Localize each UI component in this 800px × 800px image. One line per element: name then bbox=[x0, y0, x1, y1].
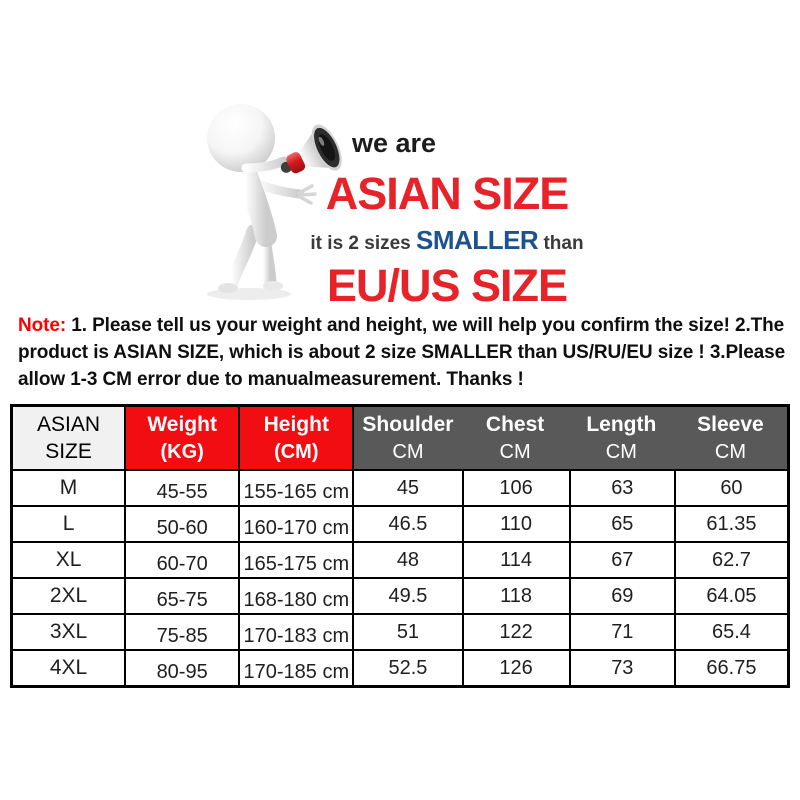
header-line: CM bbox=[714, 440, 746, 463]
table-cell: 52.5 bbox=[352, 649, 462, 685]
header-line: CM bbox=[499, 440, 531, 463]
table-cell: 170-185 cm bbox=[238, 649, 353, 685]
table-cell: 106 bbox=[461, 469, 569, 505]
subline-pre: it is 2 sizes bbox=[310, 233, 411, 254]
header-line: (KG) bbox=[160, 440, 204, 463]
table-cell: 64.05 bbox=[673, 577, 787, 613]
header-line: CM bbox=[392, 440, 424, 463]
table-cell: 71 bbox=[568, 613, 674, 649]
table-cell: 122 bbox=[461, 613, 569, 649]
header-chest: Chest CM bbox=[461, 407, 569, 469]
header-line: Length bbox=[586, 413, 657, 437]
header-height: Height (CM) bbox=[238, 407, 353, 469]
header-weight: Weight (KG) bbox=[124, 407, 239, 469]
table-cell: 170-183 cm bbox=[238, 613, 353, 649]
table-cell: 114 bbox=[461, 541, 569, 577]
note-label: Note: bbox=[18, 315, 67, 336]
table-cell: 46.5 bbox=[352, 505, 462, 541]
banner-subline: it is 2 sizes SMALLER than bbox=[306, 225, 588, 256]
header-asian-size: ASIAN SIZE bbox=[13, 407, 125, 469]
header-length: Length CM bbox=[568, 407, 674, 469]
table-cell: 67 bbox=[568, 541, 674, 577]
table-cell: 48 bbox=[352, 541, 462, 577]
table-cell: 60 bbox=[673, 469, 787, 505]
banner-text-block: we are ASIAN SIZE it is 2 sizes SMALLER … bbox=[306, 128, 588, 317]
table-cell: 50-60 bbox=[124, 505, 239, 541]
table-cell: 60-70 bbox=[124, 541, 239, 577]
table-cell: 2XL bbox=[13, 577, 125, 613]
table-cell: L bbox=[13, 505, 125, 541]
banner-we-are: we are bbox=[352, 128, 437, 158]
table-cell: XL bbox=[13, 541, 125, 577]
header-sleeve: Sleeve CM bbox=[673, 407, 787, 469]
table-cell: 51 bbox=[352, 613, 462, 649]
subline-smaller: SMALLER bbox=[416, 225, 539, 255]
table-cell: M bbox=[13, 469, 125, 505]
table-cell: 66.75 bbox=[673, 649, 787, 685]
size-table: ASIAN SIZE Weight (KG) Height (CM) Shoul… bbox=[10, 404, 790, 688]
table-cell: 62.7 bbox=[673, 541, 787, 577]
table-cell: 118 bbox=[461, 577, 569, 613]
table-cell: 155-165 cm bbox=[238, 469, 353, 505]
header-line: (CM) bbox=[274, 440, 319, 463]
header-line: Weight bbox=[147, 413, 217, 437]
table-cell: 160-170 cm bbox=[238, 505, 353, 541]
note-text: 1. Please tell us your weight and height… bbox=[18, 315, 786, 390]
table-cell: 69 bbox=[568, 577, 674, 613]
table-cell: 75-85 bbox=[124, 613, 239, 649]
table-cell: 4XL bbox=[13, 649, 125, 685]
table-cell: 65 bbox=[568, 505, 674, 541]
table-cell: 45-55 bbox=[124, 469, 239, 505]
banner-eu-us-size: EU/US SIZE bbox=[326, 260, 568, 311]
table-cell: 80-95 bbox=[124, 649, 239, 685]
banner-asian-size: ASIAN SIZE bbox=[325, 168, 570, 219]
header-line: SIZE bbox=[45, 440, 92, 463]
table-cell: 65-75 bbox=[124, 577, 239, 613]
table-cell: 63 bbox=[568, 469, 674, 505]
character-megaphone-icon bbox=[207, 104, 342, 300]
header-line: Sleeve bbox=[697, 413, 764, 437]
table-cell: 61.35 bbox=[673, 505, 787, 541]
table-cell: 165-175 cm bbox=[238, 541, 353, 577]
table-cell: 110 bbox=[461, 505, 569, 541]
subline-than: than bbox=[543, 233, 584, 254]
table-cell: 49.5 bbox=[352, 577, 462, 613]
header-line: CM bbox=[605, 440, 637, 463]
header-line: Chest bbox=[485, 413, 545, 437]
table-cell: 45 bbox=[352, 469, 462, 505]
table-cell: 73 bbox=[568, 649, 674, 685]
table-cell: 3XL bbox=[13, 613, 125, 649]
note-paragraph: Note: 1. Please tell us your weight and … bbox=[18, 313, 786, 394]
header-line: Shoulder bbox=[362, 413, 454, 437]
header-shoulder: Shoulder CM bbox=[352, 407, 462, 469]
megaphone-figure-illustration bbox=[183, 98, 363, 308]
header-line: ASIAN bbox=[37, 412, 101, 436]
table-cell: 65.4 bbox=[673, 613, 787, 649]
table-cell: 168-180 cm bbox=[238, 577, 353, 613]
table-cell: 126 bbox=[461, 649, 569, 685]
header-line: Height bbox=[263, 413, 329, 437]
